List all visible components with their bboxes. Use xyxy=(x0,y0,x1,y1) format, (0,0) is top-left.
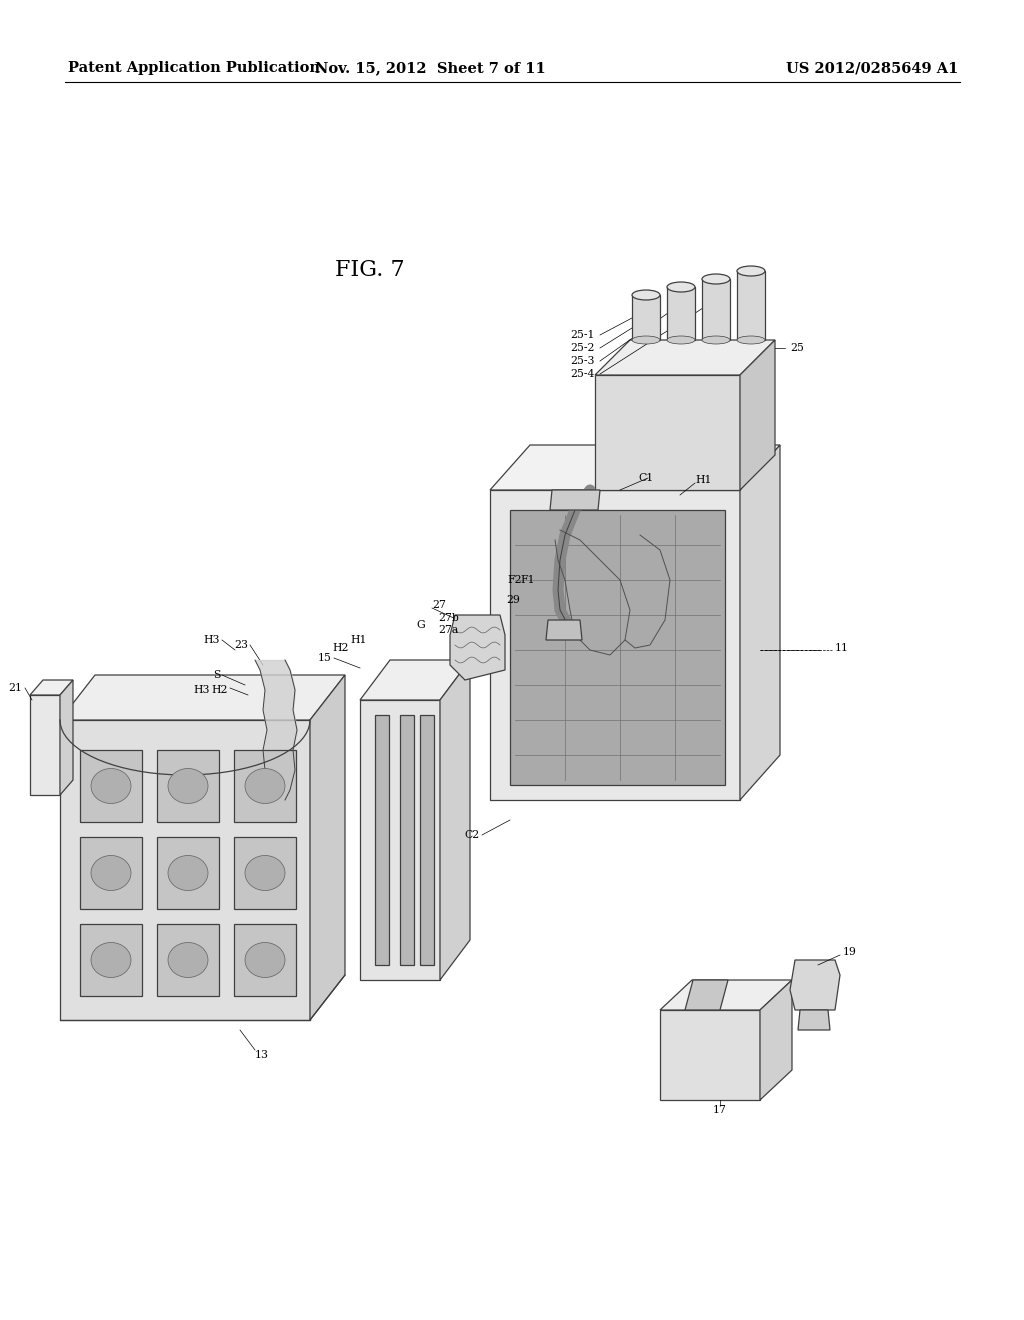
Polygon shape xyxy=(450,615,505,680)
Polygon shape xyxy=(660,1010,760,1100)
Text: 25-1: 25-1 xyxy=(570,330,595,341)
Text: C1: C1 xyxy=(638,473,653,483)
Text: US 2012/0285649 A1: US 2012/0285649 A1 xyxy=(785,61,958,75)
Polygon shape xyxy=(80,837,142,909)
Text: Nov. 15, 2012  Sheet 7 of 11: Nov. 15, 2012 Sheet 7 of 11 xyxy=(314,61,546,75)
Ellipse shape xyxy=(632,290,660,300)
Polygon shape xyxy=(798,1010,830,1030)
Text: 11: 11 xyxy=(835,643,849,653)
Text: 17: 17 xyxy=(713,1105,727,1115)
Polygon shape xyxy=(60,675,345,719)
Polygon shape xyxy=(234,924,296,997)
Polygon shape xyxy=(30,696,60,795)
Text: 25-4: 25-4 xyxy=(570,370,595,379)
Text: H1: H1 xyxy=(695,475,712,484)
Ellipse shape xyxy=(245,768,285,804)
Polygon shape xyxy=(702,279,730,341)
Polygon shape xyxy=(80,750,142,822)
Polygon shape xyxy=(157,750,219,822)
Polygon shape xyxy=(60,719,310,1020)
Text: 19: 19 xyxy=(843,946,857,957)
Text: F1: F1 xyxy=(520,576,535,585)
Ellipse shape xyxy=(168,855,208,891)
Ellipse shape xyxy=(702,275,730,284)
Text: H1: H1 xyxy=(350,635,367,645)
Ellipse shape xyxy=(168,768,208,804)
Polygon shape xyxy=(685,979,728,1010)
Text: G: G xyxy=(416,620,425,630)
Text: FIG. 7: FIG. 7 xyxy=(335,259,404,281)
Text: 27a: 27a xyxy=(438,624,459,635)
Text: 27b: 27b xyxy=(438,612,459,623)
Polygon shape xyxy=(790,960,840,1010)
Text: 15: 15 xyxy=(318,653,332,663)
Text: H3: H3 xyxy=(204,635,220,645)
Polygon shape xyxy=(740,341,775,490)
Polygon shape xyxy=(660,979,792,1010)
Ellipse shape xyxy=(632,337,660,345)
Text: 13: 13 xyxy=(255,1049,269,1060)
Text: Patent Application Publication: Patent Application Publication xyxy=(68,61,319,75)
Ellipse shape xyxy=(91,942,131,978)
Polygon shape xyxy=(310,675,345,1020)
Text: 21: 21 xyxy=(8,682,22,693)
Polygon shape xyxy=(667,286,695,341)
Ellipse shape xyxy=(737,337,765,345)
Polygon shape xyxy=(157,837,219,909)
Ellipse shape xyxy=(737,267,765,276)
Polygon shape xyxy=(234,837,296,909)
Text: 29: 29 xyxy=(506,595,520,605)
Polygon shape xyxy=(375,715,389,965)
Polygon shape xyxy=(234,750,296,822)
Polygon shape xyxy=(60,680,73,795)
Polygon shape xyxy=(80,924,142,997)
Polygon shape xyxy=(440,660,470,979)
Polygon shape xyxy=(400,715,414,965)
Text: 25-3: 25-3 xyxy=(570,356,595,366)
Ellipse shape xyxy=(667,282,695,292)
Text: 25-2: 25-2 xyxy=(570,343,595,352)
Polygon shape xyxy=(550,490,600,510)
Polygon shape xyxy=(510,510,725,785)
Ellipse shape xyxy=(91,855,131,891)
Ellipse shape xyxy=(245,942,285,978)
Polygon shape xyxy=(360,660,470,700)
Polygon shape xyxy=(737,271,765,341)
Polygon shape xyxy=(157,924,219,997)
Polygon shape xyxy=(595,341,775,375)
Text: 23: 23 xyxy=(234,640,248,649)
Text: 27: 27 xyxy=(432,601,445,610)
Polygon shape xyxy=(360,700,440,979)
Text: H2: H2 xyxy=(212,685,228,696)
Polygon shape xyxy=(632,294,660,341)
Polygon shape xyxy=(490,490,740,800)
Text: 25: 25 xyxy=(790,343,804,352)
Ellipse shape xyxy=(702,337,730,345)
Polygon shape xyxy=(490,445,780,490)
Text: S: S xyxy=(213,671,220,680)
Text: F2: F2 xyxy=(507,576,522,585)
Polygon shape xyxy=(740,445,780,800)
Ellipse shape xyxy=(245,855,285,891)
Polygon shape xyxy=(546,620,582,640)
Polygon shape xyxy=(760,979,792,1100)
Ellipse shape xyxy=(168,942,208,978)
Text: C2: C2 xyxy=(465,830,480,840)
Polygon shape xyxy=(30,680,73,696)
Text: H2: H2 xyxy=(333,643,349,653)
Polygon shape xyxy=(595,375,740,490)
Ellipse shape xyxy=(667,337,695,345)
Text: H3: H3 xyxy=(194,685,210,696)
Ellipse shape xyxy=(91,768,131,804)
Polygon shape xyxy=(420,715,434,965)
